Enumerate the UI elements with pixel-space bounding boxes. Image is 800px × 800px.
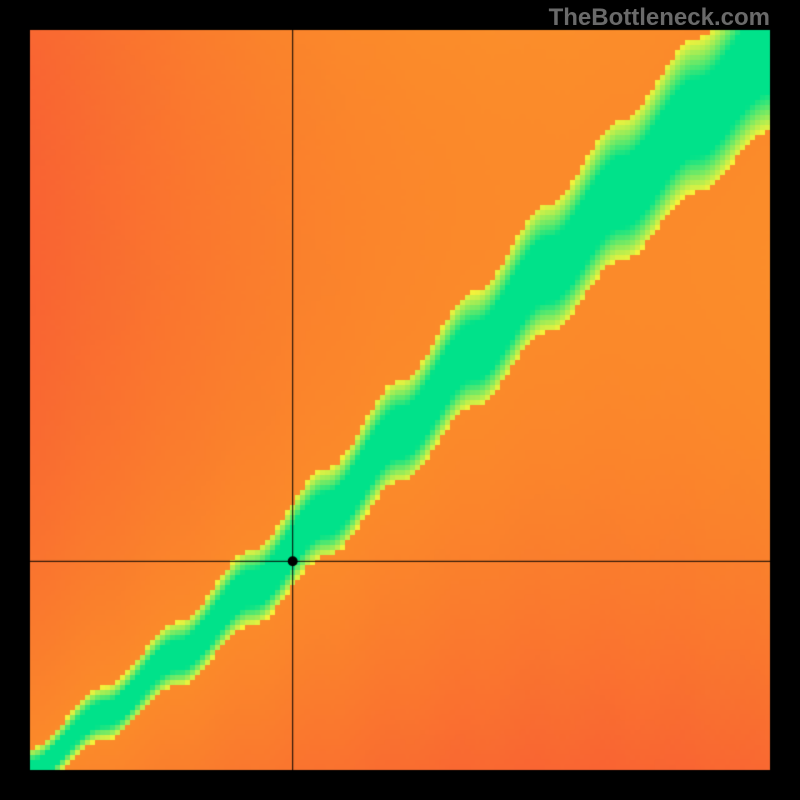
watermark-text: TheBottleneck.com [549, 4, 770, 32]
bottleneck-heatmap [0, 0, 800, 800]
chart-container: TheBottleneck.com [0, 0, 800, 800]
